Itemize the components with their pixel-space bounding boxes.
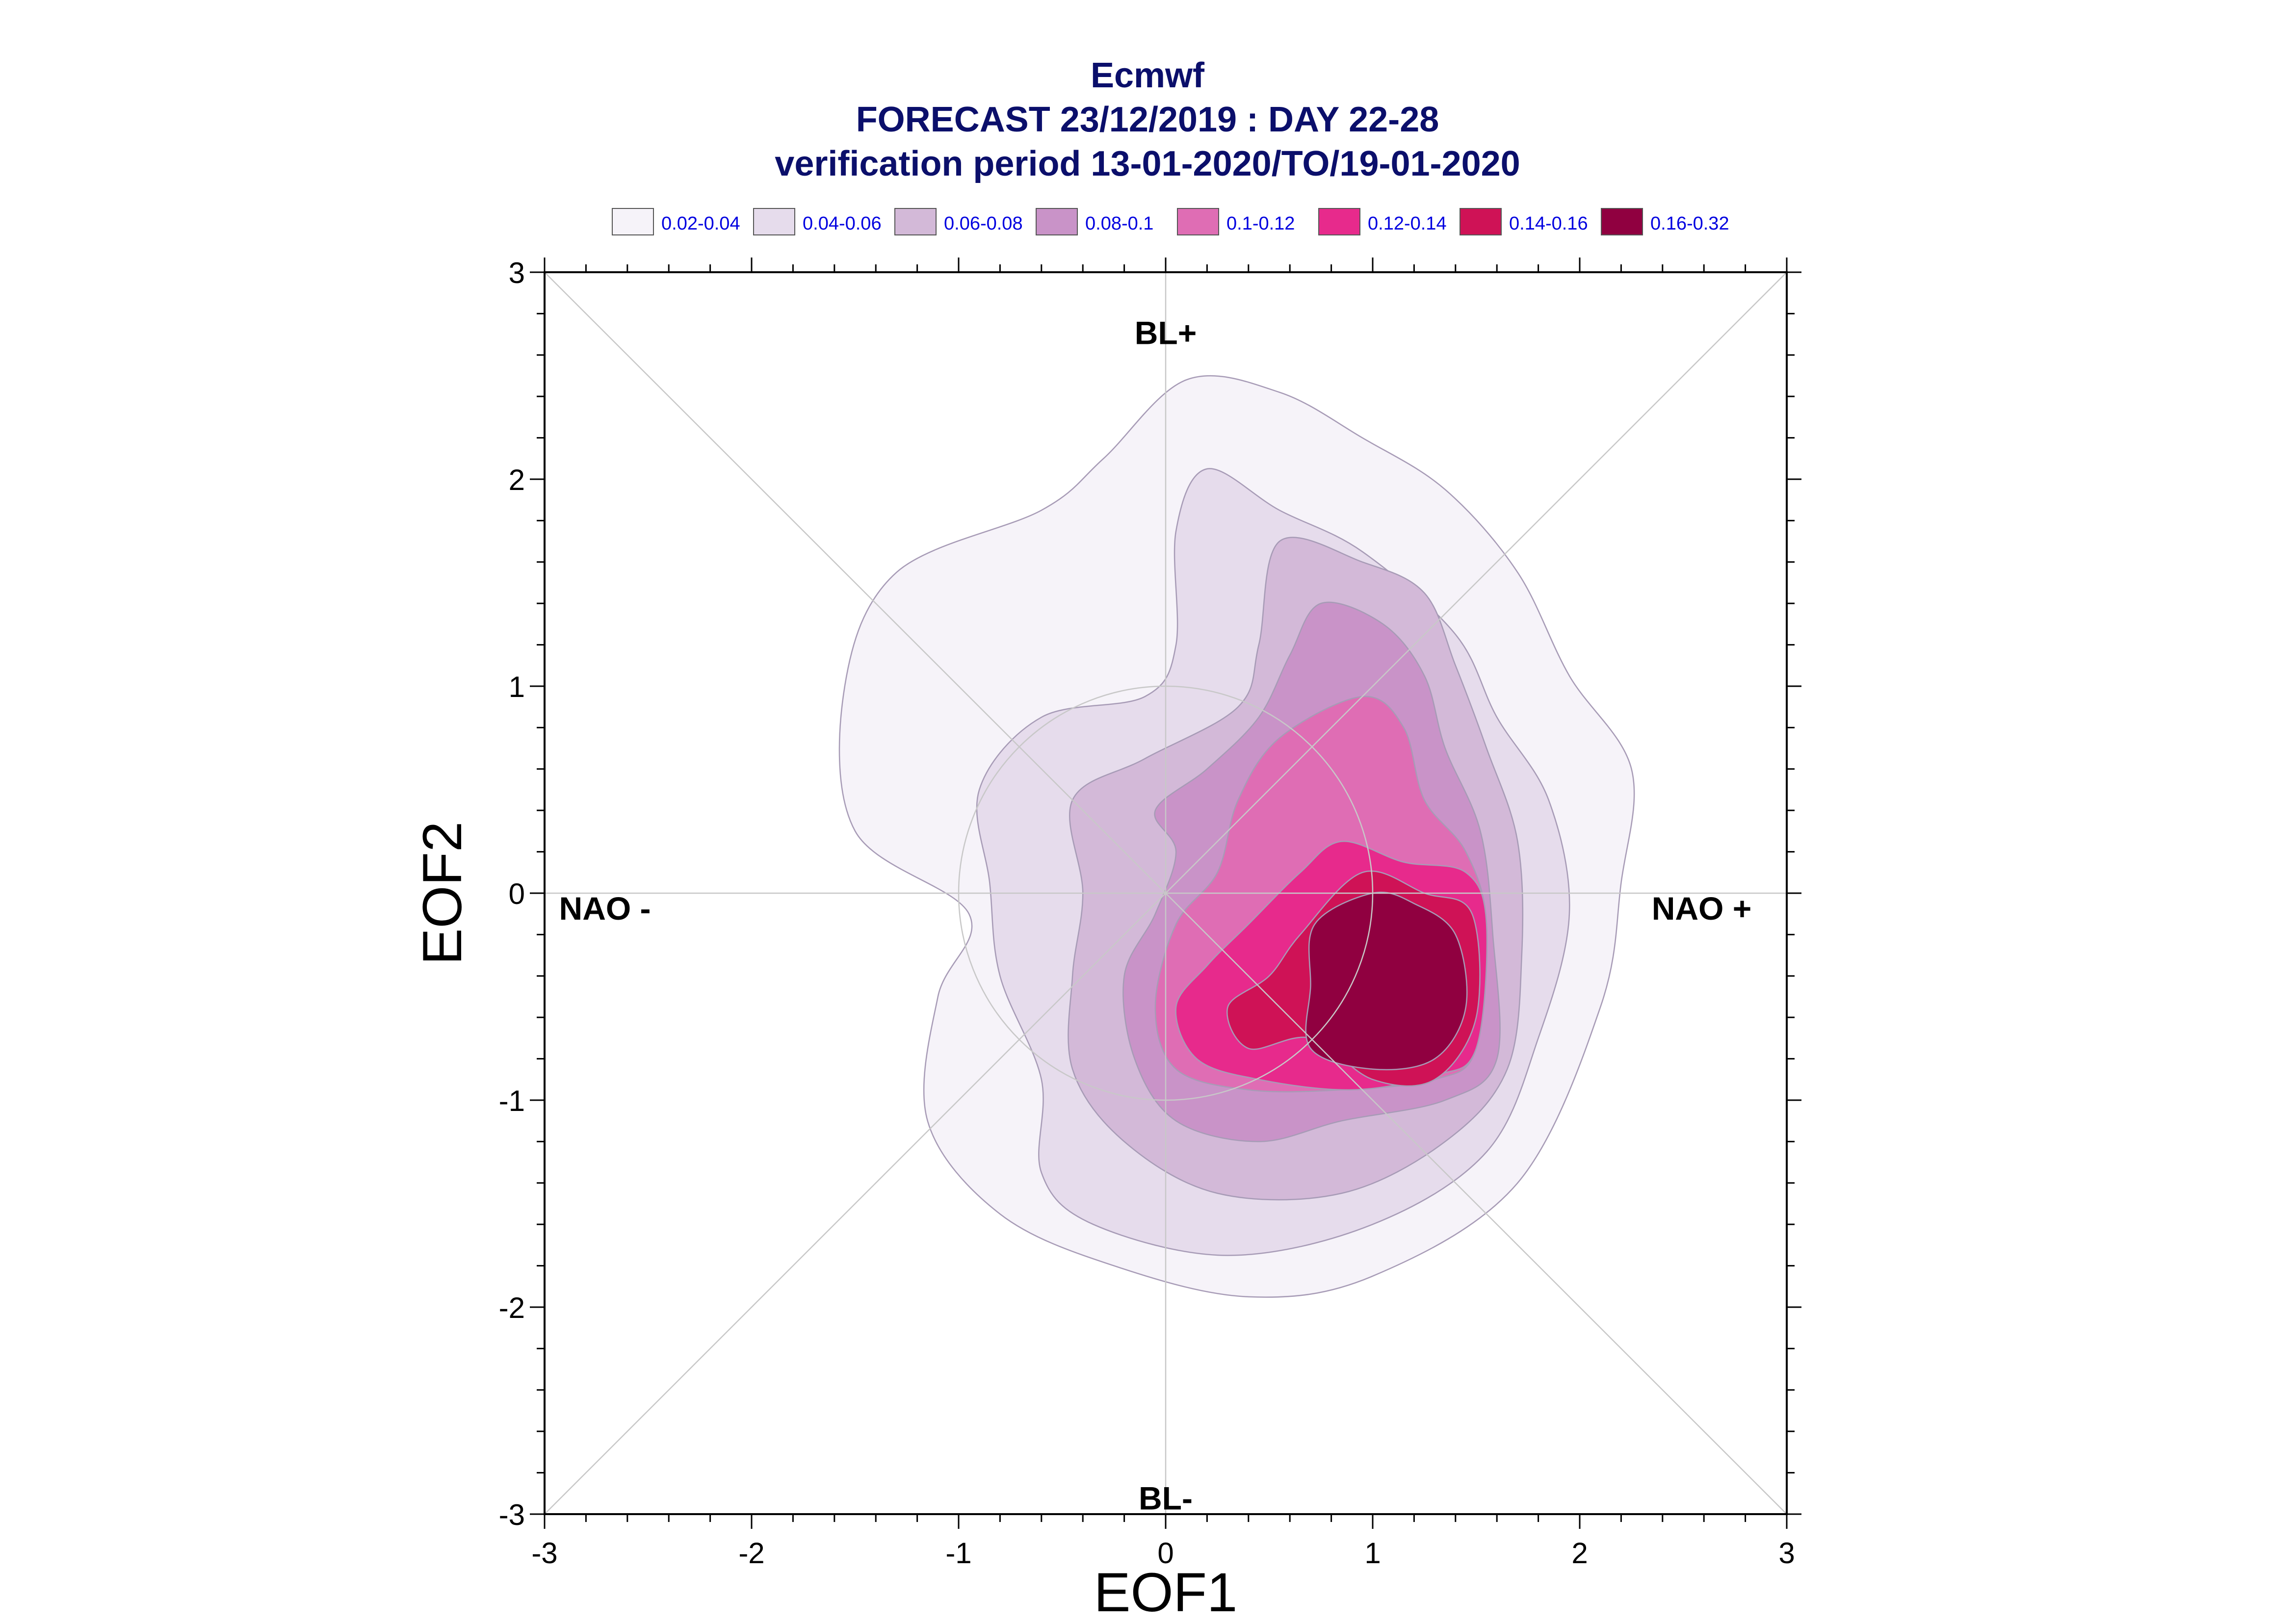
- regime-label-bl-minus: BL-: [1139, 1480, 1193, 1516]
- legend-label-4: 0.08-0.1: [1085, 213, 1153, 234]
- regime-label-nao-plus: NAO +: [1652, 890, 1752, 927]
- legend-swatch-8: [1601, 208, 1643, 235]
- unit-circle: [958, 685, 1374, 1101]
- legend-label-2: 0.04-0.06: [803, 213, 882, 234]
- legend-label-3: 0.06-0.08: [944, 213, 1023, 234]
- legend: 0.02-0.04 0.04-0.06 0.06-0.08 0.08-0.1 0.1-0…: [612, 208, 1729, 235]
- legend-swatch-4: [1036, 208, 1078, 235]
- y-tick-label: -2: [499, 1291, 525, 1324]
- axis-ticks: -3 -2 -1 0 1 2 3 3 2 1 0 -1 -2 -3: [499, 257, 1801, 1570]
- x-tick-label: -3: [531, 1537, 557, 1570]
- x-tick-label: 0: [1157, 1537, 1174, 1570]
- y-tick-label: -1: [499, 1084, 525, 1117]
- chart-subtitle-verification: verification period 13-01-2020/TO/19-01-…: [775, 144, 1520, 183]
- y-tick-label: 0: [509, 877, 525, 910]
- legend-label-7: 0.14-0.16: [1509, 213, 1588, 234]
- legend-label-6: 0.12-0.14: [1368, 213, 1447, 234]
- y-tick-label: 2: [509, 464, 525, 496]
- x-tick-label: 1: [1364, 1537, 1381, 1570]
- legend-swatch-6: [1318, 208, 1360, 235]
- x-tick-label: -2: [738, 1537, 764, 1570]
- chart-subtitle-forecast: FORECAST 23/12/2019 : DAY 22-28: [856, 100, 1439, 139]
- legend-swatch-5: [1177, 208, 1219, 235]
- legend-swatch-1: [612, 208, 654, 235]
- density-contours: [838, 375, 1635, 1298]
- legend-label-5: 0.1-0.12: [1226, 213, 1295, 234]
- legend-label-8: 0.16-0.32: [1650, 213, 1729, 234]
- regime-label-bl-plus: BL+: [1135, 315, 1197, 351]
- contour-level-8: [1305, 891, 1468, 1071]
- legend-swatch-3: [894, 208, 937, 235]
- y-tick-label: 1: [509, 670, 525, 703]
- x-tick-label: 2: [1571, 1537, 1588, 1570]
- x-tick-label: -1: [945, 1537, 971, 1570]
- plot-area: -3 -2 -1 0 1 2 3 3 2 1 0 -1 -2 -3: [499, 257, 1801, 1570]
- chart-title: Ecmwf: [1091, 56, 1205, 95]
- x-tick-label: 3: [1778, 1537, 1795, 1570]
- legend-swatch-7: [1460, 208, 1502, 235]
- regime-label-nao-minus: NAO -: [559, 890, 651, 927]
- x-axis-title: EOF1: [1094, 1562, 1238, 1623]
- legend-swatch-2: [753, 208, 795, 235]
- reference-lines: [544, 272, 1787, 1515]
- legend-label-1: 0.02-0.04: [661, 213, 740, 234]
- y-tick-label: 3: [509, 257, 525, 289]
- y-tick-label: -3: [499, 1498, 525, 1531]
- y-axis-title: EOF2: [412, 822, 473, 965]
